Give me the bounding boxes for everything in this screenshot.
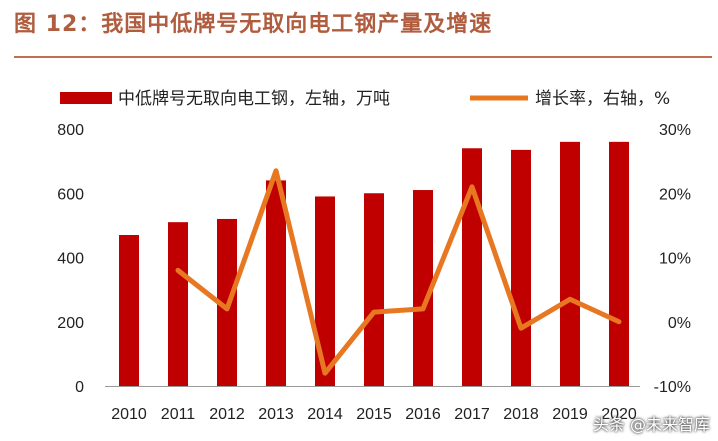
x-tick-2011: 2011 [161,406,196,423]
x-tick-2014: 2014 [307,406,343,423]
x-axis: 2010 2011 2012 2013 2014 2015 2016 2017 2018 2019… [105,386,640,423]
y-axis-right: -10% 0% 10% 20% 30% [654,122,691,396]
figure-title: 图 12：我国中低牌号无取向电工钢产量及增速 [14,12,493,37]
x-tick-2018: 2018 [503,406,539,423]
growth-point-2017 [470,185,474,189]
y-right-tick--10%: -10% [654,379,691,396]
bar-2018 [511,149,531,386]
watermark: 头条 @未来智库 [592,415,710,434]
y-left-tick-200: 200 [57,315,84,332]
x-tick-2019: 2019 [552,406,588,423]
bar-2017 [462,148,482,386]
y-left-tick-0: 0 [75,379,84,396]
growth-point-2011 [176,268,180,272]
legend-bar-label: 中低牌号无取向电工钢，左轴，万吨 [118,89,390,109]
x-tick-2020: 2020 [601,406,637,423]
legend-bar-swatch [60,92,112,104]
y-right-tick-10%: 10% [659,251,691,268]
legend-line-label: 增长率，右轴，% [535,89,670,109]
x-tick-2016: 2016 [405,406,441,423]
x-tick-2017: 2017 [454,406,490,423]
x-tick-2010: 2010 [111,406,147,423]
bar-2011 [168,222,188,386]
bar-2013 [266,180,286,386]
growth-point-2015 [372,310,376,314]
x-tick-2012: 2012 [209,406,245,423]
growth-line [175,168,622,376]
bar-2019 [560,141,580,386]
bar-series [119,141,629,386]
growth-point-2013 [274,169,278,173]
title-divider [14,56,712,58]
y-right-tick-20%: 20% [659,186,691,203]
bar-2014 [315,196,335,386]
growth-point-2019 [568,297,572,301]
growth-point-2016 [421,307,425,311]
x-tick-2015: 2015 [356,406,392,423]
growth-point-2012 [225,307,229,311]
y-left-tick-600: 600 [57,186,84,203]
growth-point-2018 [519,326,523,330]
y-left-tick-800: 800 [57,122,84,139]
x-tick-2013: 2013 [258,406,294,423]
y-right-tick-0%: 0% [668,315,691,332]
bar-2020 [609,141,629,386]
y-axis-left: 0 200 400 600 800 [57,122,84,396]
bar-2010 [119,235,139,386]
growth-point-2014 [323,371,327,375]
legend: 中低牌号无取向电工钢，左轴，万吨 增长率，右轴，% [60,89,670,109]
bar-2016 [413,190,433,386]
growth-point-2020 [617,320,621,324]
growth-line-series [175,168,622,376]
y-left-tick-400: 400 [57,251,84,268]
y-right-tick-30%: 30% [659,122,691,139]
bar-2015 [364,193,384,386]
